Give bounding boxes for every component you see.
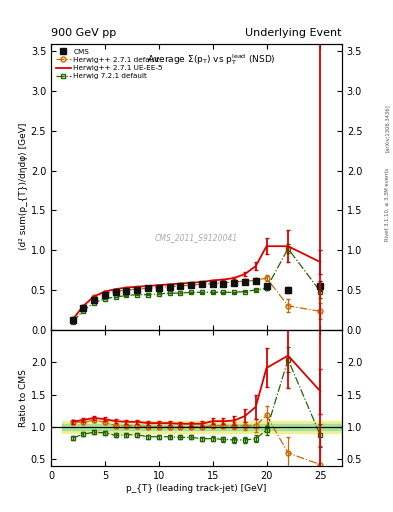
X-axis label: p_{T} (leading track-jet) [GeV]: p_{T} (leading track-jet) [GeV] — [126, 483, 267, 493]
Text: Underlying Event: Underlying Event — [245, 28, 342, 38]
Y-axis label: ⟨d² sum(p_{T})/dηdφ⟩ [GeV]: ⟨d² sum(p_{T})/dηdφ⟩ [GeV] — [19, 123, 28, 250]
Text: [arXiv:1306.3436]: [arXiv:1306.3436] — [385, 104, 389, 152]
Text: Rivet 3.1.10, ≥ 3.3M events: Rivet 3.1.10, ≥ 3.3M events — [385, 168, 389, 242]
Text: Average $\Sigma$(p$_\mathsf{T}$) vs p$_\mathsf{T}^\mathsf{lead}$ (NSD): Average $\Sigma$(p$_\mathsf{T}$) vs p$_\… — [147, 52, 275, 67]
Text: CMS_2011_S9120041: CMS_2011_S9120041 — [155, 233, 238, 243]
Y-axis label: Ratio to CMS: Ratio to CMS — [19, 369, 28, 426]
Text: 900 GeV pp: 900 GeV pp — [51, 28, 116, 38]
Legend: CMS, Herwig++ 2.7.1 default, Herwig++ 2.7.1 UE-EE-5, Herwig 7.2.1 default: CMS, Herwig++ 2.7.1 default, Herwig++ 2.… — [55, 47, 165, 81]
